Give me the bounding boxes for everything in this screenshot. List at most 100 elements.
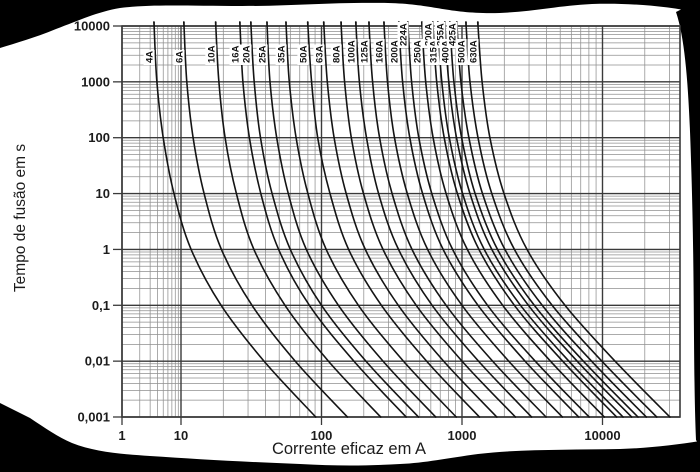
curve-label-6A: 6A [173, 50, 186, 65]
label-text: 160A [375, 40, 386, 63]
label-text: 25A [258, 45, 269, 63]
label-halo [173, 50, 185, 65]
label-halo [455, 39, 467, 65]
label-text: 4A [145, 51, 156, 63]
label-text: 63A [314, 45, 325, 63]
x-tick-label: 100 [311, 428, 333, 443]
y-tick-label: 0,001 [77, 409, 110, 424]
curve-10A [214, 21, 382, 418]
label-halo [388, 39, 400, 65]
x-tick-label: 10000 [584, 428, 620, 443]
label-text: 35A [277, 45, 288, 63]
label-halo [275, 44, 287, 65]
x-axis-title: Corrente eficaz em A [272, 440, 426, 458]
label-text: 125A [360, 40, 371, 63]
curve-630A [476, 21, 671, 418]
curve-35A [285, 21, 457, 418]
label-text: 50A [298, 45, 309, 63]
curve-label-500A: 500A [455, 39, 468, 65]
y-tick-label: 1000 [81, 74, 110, 89]
curve-160A [383, 21, 564, 418]
label-halo [373, 39, 385, 65]
label-text: 400A [441, 40, 452, 63]
label-text: 100A [347, 40, 358, 63]
curve-16A [238, 21, 407, 418]
curve-20A [249, 21, 420, 418]
label-text: 224A [399, 23, 410, 46]
curve-label-630A: 630A [467, 39, 480, 65]
curve-label-125A: 125A [358, 39, 371, 65]
curve-label-63A: 63A [313, 44, 325, 65]
y-axis-title: Tempo de fusão em s [12, 144, 29, 292]
curve-50A [306, 21, 481, 418]
bottom-edge-blob [0, 403, 700, 472]
label-text: 630A [469, 40, 480, 63]
curve-500A [465, 21, 658, 418]
curve-100A [354, 21, 533, 418]
label-halo [446, 22, 458, 48]
curve-label-200A: 200A [388, 39, 401, 65]
curve-63A [322, 21, 498, 418]
curve-label-160A: 160A [373, 39, 386, 65]
fuse-curves [153, 21, 671, 418]
label-halo [330, 44, 342, 65]
y-tick-label: 10 [96, 186, 110, 201]
label-halo [256, 44, 268, 65]
curve-label-35A: 35A [275, 44, 288, 65]
label-halo [240, 44, 252, 65]
label-halo [143, 50, 155, 65]
label-text: 355A [436, 23, 447, 46]
curve-label-50A: 50A [297, 44, 309, 65]
x-tick-label: 1000 [448, 428, 477, 443]
curve-label-25A: 25A [256, 44, 269, 65]
label-text: 80A [332, 45, 343, 63]
y-tick-label: 0,01 [85, 354, 110, 369]
label-text: 250A [413, 40, 424, 63]
curve-250A [420, 21, 606, 418]
curve-label-224A: 224A [397, 22, 410, 48]
curve-label-425A: 425A [446, 22, 459, 48]
y-tick-label: 1 [103, 242, 110, 257]
label-text: 6A [175, 51, 186, 63]
curve-label-4A: 4A [143, 50, 156, 65]
label-text: 425A [448, 23, 459, 46]
label-text: 500A [457, 40, 468, 63]
label-halo [411, 39, 423, 65]
label-text: 20A [242, 45, 253, 63]
y-tick-label: 0,1 [92, 298, 110, 313]
label-halo [313, 44, 325, 65]
label-halo [397, 22, 409, 48]
curve-label-100A: 100A [345, 39, 358, 65]
label-text: 200A [390, 40, 401, 63]
y-tick-label: 10000 [74, 19, 110, 34]
x-tick-label: 1 [118, 428, 125, 443]
curve-125A [368, 21, 547, 418]
curve-80A [340, 21, 517, 418]
curve-label-16A: 16A [229, 44, 242, 65]
right-edge-blob [676, 0, 700, 446]
log-grid [121, 25, 681, 418]
curve-25A [266, 21, 437, 418]
label-halo [297, 44, 309, 65]
curve-6A [182, 21, 349, 418]
curve-label-20A: 20A [240, 44, 253, 65]
curve-label-80A: 80A [330, 44, 343, 65]
curve-label-10A: 10A [205, 44, 217, 65]
label-text: 315A [429, 40, 440, 63]
curve-rating-labels: 4A 6A 10A 16A 20A 25A 35A 50A 63A 80A 100A 125A 160A… [143, 22, 480, 65]
label-halo [358, 39, 370, 65]
top-edge-blob [0, 0, 700, 48]
label-halo [229, 44, 241, 65]
label-text: 10A [206, 45, 217, 63]
curve-label-250A: 250A [411, 39, 424, 65]
y-tick-label: 100 [88, 130, 110, 145]
label-halo [467, 39, 479, 65]
label-text: 16A [231, 45, 242, 63]
label-text: 300A [424, 23, 435, 46]
label-halo [345, 39, 357, 65]
axis-tick-labels: 10000 1000 100 10 1 0,1 0,01 0,001 1 10 100 1000 100… [74, 19, 621, 444]
curve-4A [153, 21, 317, 418]
